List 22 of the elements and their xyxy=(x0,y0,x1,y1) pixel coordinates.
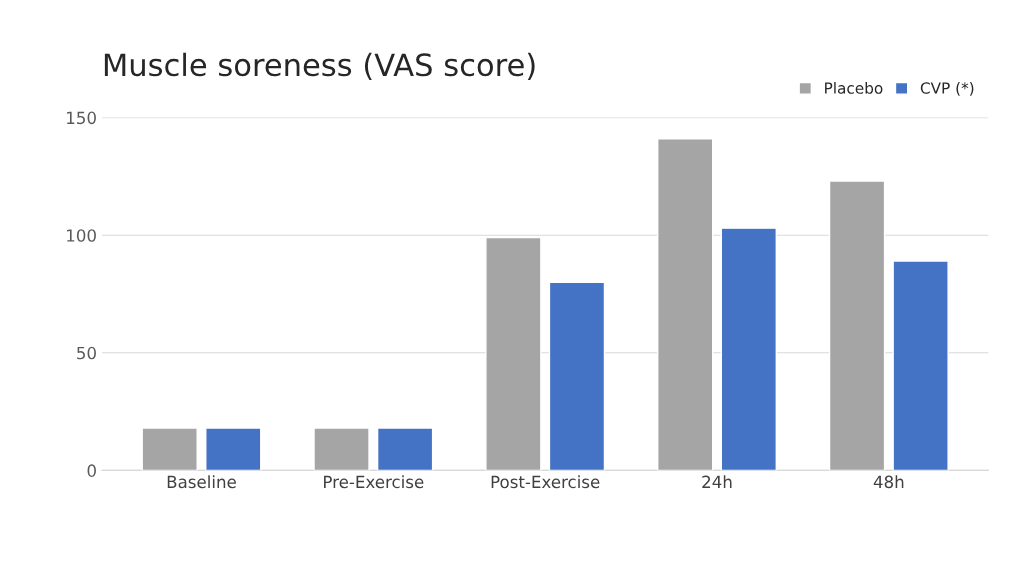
bar xyxy=(485,236,542,471)
y-tick-label: 100 xyxy=(67,229,96,242)
bar xyxy=(657,138,714,471)
y-tick-label: 0 xyxy=(87,464,96,477)
x-tick-label: Baseline xyxy=(167,475,236,489)
bar xyxy=(141,427,198,471)
x-tick-label: Post-Exercise xyxy=(491,475,600,489)
bar xyxy=(376,427,434,471)
y-tick-label: 150 xyxy=(67,111,96,125)
x-tick-label: 48h xyxy=(873,475,904,489)
bar xyxy=(313,427,370,471)
x-tick-label: Pre-Exercise xyxy=(324,475,424,489)
bar xyxy=(720,227,777,471)
chart-title: Muscle soreness (VAS score) xyxy=(104,52,535,80)
bar xyxy=(205,427,262,471)
y-tick-label: 50 xyxy=(77,346,96,360)
legend-label: CVP (*) xyxy=(920,82,974,96)
x-tick-label: 24h xyxy=(702,475,732,488)
legend-label: Placebo xyxy=(825,82,883,94)
bar xyxy=(828,180,886,471)
bar xyxy=(892,260,949,471)
bar xyxy=(548,281,606,471)
